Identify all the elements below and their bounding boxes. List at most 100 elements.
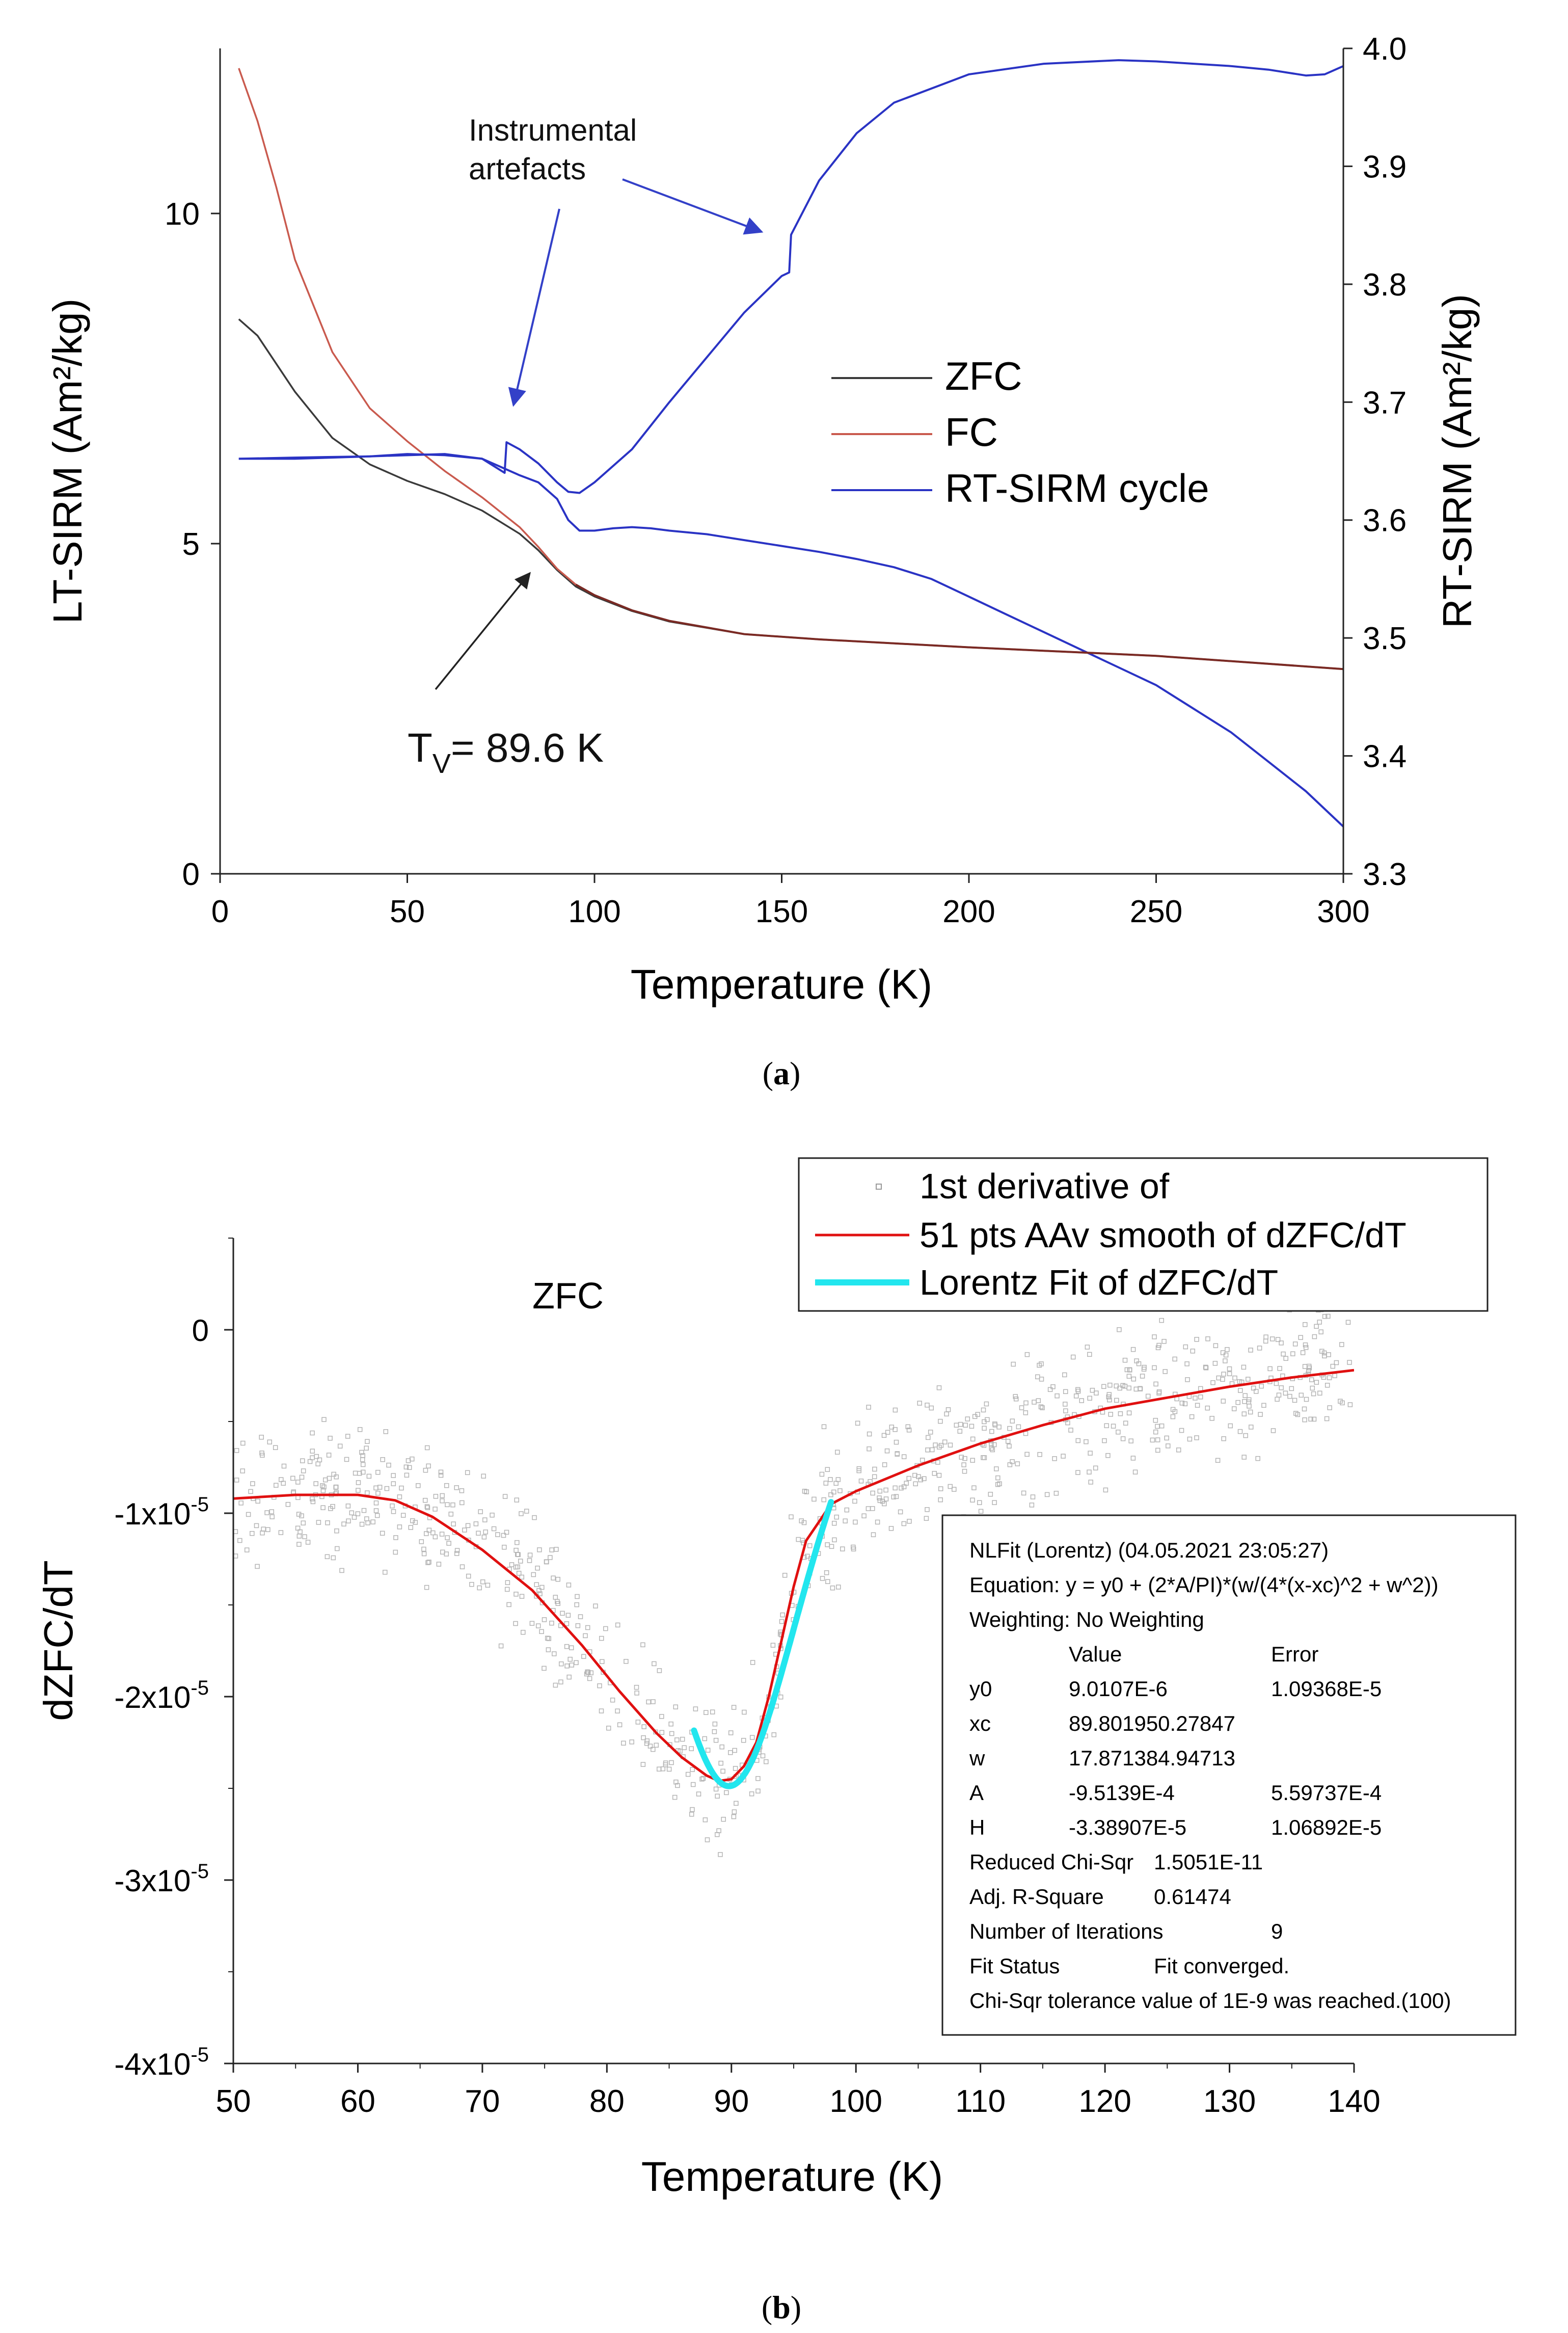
scatter-point <box>644 1738 650 1744</box>
scatter-point <box>564 1664 570 1669</box>
scatter-point <box>1176 1447 1181 1453</box>
scatter-point <box>749 1735 755 1740</box>
fit-box-frame <box>941 1514 1517 2036</box>
scatter-point <box>545 1635 550 1641</box>
x-tick-label: 0 <box>211 894 229 929</box>
scatter-point <box>438 1472 444 1478</box>
fit-results-box: NLFit (Lorentz) (04.05.2021 23:05:27) Eq… <box>941 1514 1517 2036</box>
scatter-point <box>259 1435 264 1440</box>
chart-a-axes: 0 50 100 150 200 250 300 0 5 10 3.3 3.4 3.5 3.6 3.7 3.8… <box>165 32 1407 929</box>
scatter-point <box>234 1478 239 1483</box>
scatter-point <box>1164 1435 1169 1441</box>
scatter-point <box>705 1837 710 1842</box>
scatter-point <box>365 1439 370 1444</box>
scatter-point <box>901 1521 907 1526</box>
scatter-point <box>831 1520 837 1526</box>
scatter-point <box>742 1709 747 1715</box>
scatter-point <box>1302 1364 1308 1369</box>
scatter-point <box>513 1592 519 1597</box>
y-tick-label: -1x10-5 <box>114 1493 209 1531</box>
scatter-point <box>290 1476 295 1481</box>
scatter-point <box>922 1476 927 1481</box>
scatter-point <box>360 1457 365 1462</box>
fit-param-error: 5.59737E-4 <box>1271 1781 1382 1805</box>
scatter-point <box>669 1731 674 1736</box>
scatter-point <box>331 1471 336 1477</box>
scatter-point <box>988 1492 993 1497</box>
scatter-point <box>1326 1313 1331 1319</box>
scatter-point <box>1182 1401 1188 1407</box>
scatter-point <box>1088 1480 1093 1485</box>
scatter-point <box>327 1476 332 1481</box>
scatter-point <box>1221 1399 1226 1404</box>
scatter-point <box>481 1534 487 1540</box>
scatter-point <box>981 1407 986 1413</box>
scatter-point <box>531 1572 536 1577</box>
scatter-point <box>393 1549 398 1555</box>
scatter-point <box>439 1532 445 1537</box>
scatter-point <box>274 1483 279 1488</box>
scatter-point <box>962 1456 967 1461</box>
scatter-point <box>1237 1429 1243 1434</box>
scatter-point <box>1210 1380 1215 1385</box>
scatter-point <box>1276 1392 1282 1398</box>
scatter-point <box>1107 1382 1113 1388</box>
scatter-point <box>660 1766 666 1772</box>
scatter-point <box>465 1523 471 1528</box>
scatter-point <box>261 1526 266 1532</box>
scatter-point <box>519 1511 524 1516</box>
scatter-point <box>1314 1324 1319 1329</box>
scatter-point <box>445 1502 450 1508</box>
scatter-point <box>901 1454 907 1459</box>
scatter-point <box>599 1635 604 1641</box>
scatter-point <box>551 1575 556 1580</box>
scatter-point <box>320 1483 325 1488</box>
scatter-point <box>345 1504 351 1509</box>
scatter-point <box>424 1585 429 1590</box>
scatter-point <box>885 1430 890 1435</box>
scatter-point <box>1183 1344 1188 1350</box>
scatter-point <box>1303 1322 1308 1327</box>
scatter-point <box>380 1457 385 1462</box>
scatter-point <box>1062 1372 1067 1378</box>
scatter-point <box>469 1581 474 1587</box>
scatter-point <box>296 1534 302 1539</box>
scatter-point <box>537 1547 542 1552</box>
scatter-point <box>421 1551 427 1557</box>
scatter-point <box>539 1629 544 1634</box>
scatter-point <box>830 1585 835 1591</box>
scatter-point <box>1307 1365 1312 1371</box>
scatter-point <box>1152 1365 1157 1371</box>
scatter-point <box>408 1525 414 1530</box>
scatter-point <box>355 1511 361 1516</box>
scatter-point <box>445 1535 450 1540</box>
scatter-point <box>720 1768 725 1774</box>
scatter-point <box>1242 1399 1247 1404</box>
scatter-point <box>948 1442 953 1448</box>
scatter-point <box>532 1515 537 1520</box>
fit-status-label: Fit Status <box>969 1954 1060 1978</box>
scatter-point <box>365 1490 370 1495</box>
caption-a: (a) <box>763 1055 801 1091</box>
scatter-point <box>755 1776 761 1781</box>
scatter-point <box>438 1469 444 1475</box>
legend-label-scatter: 1st derivative of <box>920 1166 1170 1206</box>
scatter-point <box>1212 1361 1218 1366</box>
caption-a-letter: a <box>773 1055 790 1091</box>
scatter-point <box>1184 1361 1189 1366</box>
scatter-point <box>424 1445 430 1451</box>
scatter-point <box>1302 1417 1307 1423</box>
scatter-point <box>930 1447 935 1453</box>
scatter-point <box>380 1531 385 1536</box>
scatter-point <box>555 1576 560 1582</box>
scatter-point <box>844 1507 850 1513</box>
scatter-point <box>451 1521 456 1526</box>
scatter-point <box>1304 1397 1309 1402</box>
scatter-point <box>1322 1353 1327 1359</box>
scatter-point <box>1322 1313 1328 1319</box>
series-rt-sirm-cooling <box>238 453 1343 827</box>
scatter-point <box>1005 1439 1011 1444</box>
scatter-point <box>833 1481 839 1486</box>
x-tick-label: 100 <box>568 894 620 929</box>
scatter-point <box>888 1526 894 1531</box>
